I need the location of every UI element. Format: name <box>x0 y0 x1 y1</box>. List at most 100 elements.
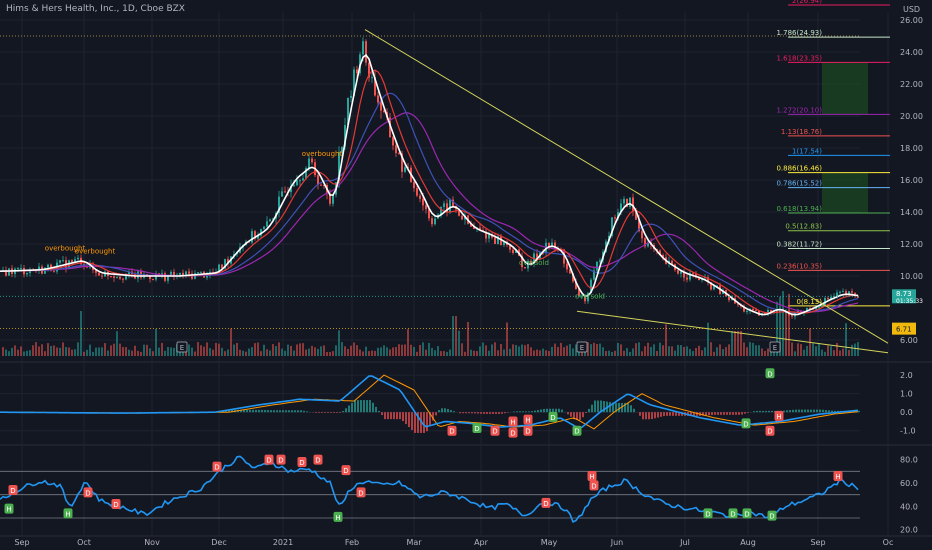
macd-histogram-bar <box>384 412 386 420</box>
volume-bar <box>371 350 373 356</box>
rsi-marker-box <box>356 487 366 498</box>
volume-bar <box>518 346 520 356</box>
volume-bar <box>206 342 208 356</box>
earnings-marker-box <box>576 341 588 353</box>
descending-trendline <box>364 29 889 344</box>
volume-bar <box>845 323 847 356</box>
x-tick-label: Dec <box>211 538 226 547</box>
volume-bar <box>572 348 574 356</box>
macd-histogram-bar <box>759 410 761 413</box>
macd-histogram-bar <box>375 406 377 413</box>
volume-bar <box>218 343 220 356</box>
macd-histogram-bar <box>738 412 740 415</box>
macd-marker-label: D <box>574 428 579 436</box>
volume-bar <box>422 342 424 356</box>
rsi-line <box>0 455 859 523</box>
macd-histogram-bar <box>339 412 341 413</box>
macd-histogram-bar <box>297 410 299 413</box>
signal-annotation: overbought <box>45 244 86 252</box>
macd-histogram-bar <box>714 412 716 415</box>
candle-body <box>431 218 433 225</box>
candle-body <box>329 193 331 204</box>
candle-body <box>620 203 622 213</box>
macd-divergence-marker: D <box>765 368 775 379</box>
volume-bar <box>674 350 676 356</box>
last-price-badge <box>892 289 916 304</box>
rsi-divergence-marker: D <box>212 461 222 472</box>
macd-histogram-bar <box>768 410 770 413</box>
candle-body <box>626 198 628 207</box>
volume-bar <box>722 349 724 356</box>
volume-bar <box>704 347 706 356</box>
rsi-marker-label: D <box>266 457 271 465</box>
candle-body <box>164 273 166 281</box>
candle-body <box>806 308 808 312</box>
last-price-value: 8.73 <box>896 290 912 298</box>
volume-bar <box>743 342 745 356</box>
candle-body <box>305 168 307 179</box>
macd-marker-label: D <box>743 420 748 428</box>
macd-histogram-bar <box>414 412 416 433</box>
candle-body <box>569 269 571 274</box>
volume-bar <box>746 347 748 356</box>
volume-bar <box>2 347 4 356</box>
candle-body <box>470 223 472 227</box>
candle-body <box>413 182 415 189</box>
volume-bar <box>200 345 202 356</box>
volume-bar <box>761 348 763 356</box>
rsi-y-tick: 80.0 <box>900 456 918 465</box>
candle-body <box>62 260 64 262</box>
candle-body <box>644 238 646 247</box>
candle-body <box>17 268 19 270</box>
volume-bar <box>68 347 70 356</box>
volume-bar <box>212 349 214 356</box>
volume-bar <box>668 346 670 356</box>
volume-bar <box>431 347 433 356</box>
macd-histogram-bar <box>717 412 719 415</box>
macd-histogram-bar <box>516 411 518 413</box>
candle-body <box>452 199 454 206</box>
volume-bar <box>551 346 553 356</box>
candle-body <box>797 310 799 313</box>
volume-bar <box>113 343 115 356</box>
volume-bar <box>656 351 658 356</box>
volume-bar <box>620 344 622 356</box>
macd-histogram-bar <box>618 402 620 413</box>
macd-histogram-bar <box>627 402 629 413</box>
macd-histogram-bar <box>525 411 527 413</box>
volume-bar <box>287 344 289 356</box>
volume-bar <box>23 351 25 356</box>
volume-bar <box>308 348 310 356</box>
macd-histogram-bar <box>327 412 329 413</box>
candle-body <box>401 153 403 172</box>
rsi-marker-box <box>833 471 843 481</box>
volume-bar <box>740 331 742 356</box>
macd-histogram-bar <box>333 412 335 413</box>
volume-bar <box>764 350 766 356</box>
macd-divergence-marker: D <box>572 425 582 436</box>
candle-body <box>680 271 682 274</box>
volume-bar <box>278 342 280 356</box>
volume-bar <box>416 351 418 356</box>
volume-bar <box>242 350 244 356</box>
volume-bar <box>320 346 322 356</box>
volume-bar <box>539 350 541 356</box>
candle-body <box>347 97 349 126</box>
volume-bar <box>131 350 133 356</box>
x-tick-label: May <box>541 538 558 547</box>
volume-bar <box>698 345 700 356</box>
rsi-divergence-marker: D <box>728 508 738 519</box>
macd-histogram-bar <box>822 409 824 413</box>
candle-body <box>392 137 394 146</box>
macd-histogram-bar <box>282 410 284 413</box>
candle-body <box>311 158 313 163</box>
macd-histogram-bar <box>816 409 818 413</box>
macd-histogram-bar <box>753 411 755 413</box>
macd-histogram-bar <box>690 412 692 416</box>
volume-bar <box>224 351 226 356</box>
rsi-marker-label: D <box>730 510 735 518</box>
volume-bar <box>788 293 790 356</box>
fib-level-label: 0.786(15.52) <box>776 180 822 188</box>
macd-histogram-bar <box>432 412 434 421</box>
